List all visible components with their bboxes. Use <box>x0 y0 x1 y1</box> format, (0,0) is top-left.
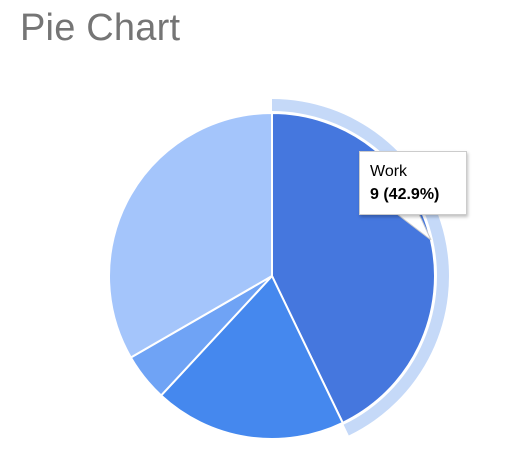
tooltip-pointer <box>397 214 437 244</box>
slice-tooltip: Work 9 (42.9%) <box>359 151 467 215</box>
tooltip-label: Work <box>370 162 456 182</box>
tooltip-value: 9 (42.9%) <box>370 184 456 206</box>
